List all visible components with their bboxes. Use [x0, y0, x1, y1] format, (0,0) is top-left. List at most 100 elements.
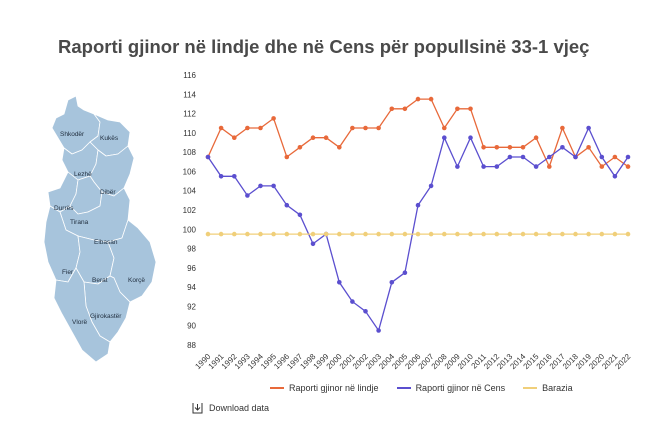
data-point[interactable]	[297, 145, 303, 150]
data-point[interactable]	[599, 164, 605, 169]
data-point[interactable]	[599, 154, 605, 160]
data-point[interactable]	[612, 231, 618, 237]
data-point[interactable]	[389, 106, 395, 112]
data-point[interactable]	[455, 164, 460, 169]
data-point[interactable]	[245, 193, 250, 198]
data-point[interactable]	[258, 183, 263, 189]
data-point[interactable]	[586, 231, 591, 237]
data-point[interactable]	[533, 135, 539, 140]
data-point[interactable]	[481, 145, 486, 150]
data-point[interactable]	[297, 231, 303, 237]
data-point[interactable]	[310, 231, 316, 237]
data-point[interactable]	[350, 231, 355, 237]
data-point[interactable]	[389, 231, 395, 237]
data-point[interactable]	[363, 125, 368, 131]
data-point[interactable]	[625, 231, 631, 237]
data-point[interactable]	[494, 231, 500, 237]
download-data-button[interactable]: Download data	[192, 402, 269, 414]
data-point[interactable]	[258, 125, 263, 131]
data-point[interactable]	[297, 212, 303, 218]
data-point[interactable]	[533, 164, 539, 169]
data-point[interactable]	[218, 174, 224, 179]
data-point[interactable]	[363, 231, 368, 237]
data-point[interactable]	[560, 145, 565, 150]
data-point[interactable]	[402, 231, 408, 237]
data-point[interactable]	[232, 174, 237, 179]
data-point[interactable]	[612, 154, 618, 160]
data-point[interactable]	[507, 154, 513, 160]
data-point[interactable]	[415, 231, 421, 237]
data-point[interactable]	[428, 231, 434, 237]
data-point[interactable]	[232, 135, 237, 140]
data-point[interactable]	[442, 231, 447, 237]
data-point[interactable]	[612, 174, 618, 179]
data-point[interactable]	[533, 231, 539, 237]
data-point[interactable]	[560, 125, 565, 131]
data-point[interactable]	[337, 280, 342, 285]
data-point[interactable]	[560, 231, 565, 237]
data-point[interactable]	[245, 231, 250, 237]
data-point[interactable]	[468, 106, 473, 112]
data-point[interactable]	[337, 231, 342, 237]
data-point[interactable]	[337, 145, 342, 150]
data-point[interactable]	[376, 231, 381, 237]
data-point[interactable]	[520, 231, 526, 237]
data-point[interactable]	[599, 231, 605, 237]
data-point[interactable]	[376, 125, 381, 131]
data-point[interactable]	[284, 231, 290, 237]
data-point[interactable]	[507, 231, 513, 237]
data-point[interactable]	[547, 164, 552, 169]
data-point[interactable]	[402, 106, 408, 112]
data-point[interactable]	[271, 183, 276, 189]
legend-item-census-ratio[interactable]: Raporti gjinor në Cens	[396, 383, 505, 393]
data-point[interactable]	[494, 145, 500, 150]
data-point[interactable]	[428, 96, 434, 102]
data-point[interactable]	[625, 154, 631, 160]
data-point[interactable]	[625, 164, 631, 169]
data-point[interactable]	[284, 202, 290, 208]
data-point[interactable]	[547, 231, 552, 237]
data-point[interactable]	[271, 231, 276, 237]
data-point[interactable]	[284, 154, 290, 160]
data-point[interactable]	[310, 135, 316, 140]
data-point[interactable]	[232, 231, 237, 237]
data-point[interactable]	[389, 280, 395, 285]
data-point[interactable]	[507, 145, 513, 150]
data-point[interactable]	[205, 231, 211, 237]
data-point[interactable]	[218, 231, 224, 237]
data-point[interactable]	[494, 164, 500, 169]
data-point[interactable]	[586, 125, 591, 131]
data-point[interactable]	[376, 328, 381, 333]
data-point[interactable]	[271, 116, 276, 121]
data-point[interactable]	[573, 231, 578, 237]
data-point[interactable]	[323, 231, 329, 237]
data-point[interactable]	[415, 96, 421, 102]
data-point[interactable]	[586, 145, 591, 150]
data-point[interactable]	[310, 241, 316, 247]
data-point[interactable]	[573, 154, 578, 160]
data-point[interactable]	[442, 125, 447, 131]
data-point[interactable]	[428, 183, 434, 189]
data-point[interactable]	[481, 164, 486, 169]
legend-item-equality[interactable]: Barazia	[523, 383, 573, 393]
data-point[interactable]	[350, 299, 355, 304]
data-point[interactable]	[468, 135, 473, 140]
data-point[interactable]	[205, 154, 211, 160]
data-point[interactable]	[468, 231, 473, 237]
data-point[interactable]	[350, 125, 355, 131]
data-point[interactable]	[258, 231, 263, 237]
data-point[interactable]	[402, 270, 408, 276]
data-point[interactable]	[455, 231, 460, 237]
data-point[interactable]	[520, 145, 526, 150]
data-point[interactable]	[481, 231, 486, 237]
data-point[interactable]	[442, 135, 447, 140]
data-point[interactable]	[520, 154, 526, 160]
data-point[interactable]	[415, 202, 421, 208]
data-point[interactable]	[245, 125, 250, 131]
legend-item-birth-ratio[interactable]: Raporti gjinor në lindje	[270, 383, 379, 393]
data-point[interactable]	[218, 125, 224, 131]
data-point[interactable]	[547, 154, 552, 160]
data-point[interactable]	[323, 135, 329, 140]
data-point[interactable]	[363, 309, 368, 314]
data-point[interactable]	[455, 106, 460, 112]
